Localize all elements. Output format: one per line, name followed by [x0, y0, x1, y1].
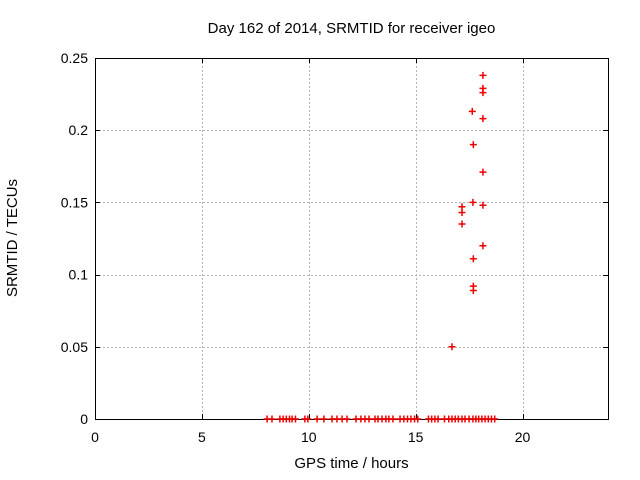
chart-title: Day 162 of 2014, SRMTID for receiver ige…: [207, 20, 496, 37]
x-tick-label: 15: [408, 429, 424, 445]
data-point-marker: [414, 415, 422, 423]
data-point-marker: [468, 107, 476, 115]
data-point-marker: [469, 255, 477, 263]
data-point-marker: [343, 415, 351, 423]
data-point-marker: [469, 282, 477, 290]
y-tick-label: 0.25: [61, 50, 88, 66]
x-tick-label: 0: [91, 429, 99, 445]
tick-labels: 0 5 10 15 20 0 0.05 0.1 0.15 0.2 0.25: [61, 50, 531, 445]
data-point-marker: [291, 415, 299, 423]
x-tick-label: 10: [301, 429, 317, 445]
data-point-marker: [479, 242, 487, 250]
y-tick-label: 0.2: [69, 122, 89, 138]
data-point-marker: [469, 198, 477, 206]
x-tick-label: 5: [198, 429, 206, 445]
data-point-marker: [320, 415, 328, 423]
data-point-marker: [365, 415, 373, 423]
plot-border: [95, 58, 609, 420]
data-points: [263, 71, 499, 423]
data-point-marker: [268, 415, 276, 423]
y-tick-label: 0: [80, 411, 88, 427]
data-point-marker: [469, 141, 477, 149]
data-point-marker: [434, 415, 442, 423]
data-point-marker: [491, 415, 499, 423]
y-tick-label: 0.15: [61, 194, 88, 210]
x-axis-label: GPS time / hours: [294, 455, 409, 472]
data-point-marker: [479, 201, 487, 209]
data-point-marker: [448, 343, 456, 351]
y-tick-label: 0.1: [69, 267, 89, 283]
data-point-marker: [389, 415, 397, 423]
data-point-marker: [479, 71, 487, 79]
x-tick-label: 20: [515, 429, 531, 445]
data-point-marker: [479, 168, 487, 176]
gridlines: [95, 58, 608, 419]
y-tick-label: 0.05: [61, 339, 88, 355]
data-point-marker: [313, 415, 321, 423]
data-point-marker: [458, 220, 466, 228]
data-point-marker: [304, 415, 312, 423]
data-point-marker: [479, 115, 487, 123]
data-point-marker: [458, 203, 466, 211]
axis-ticks: [95, 58, 608, 420]
data-point-marker: [479, 84, 487, 92]
